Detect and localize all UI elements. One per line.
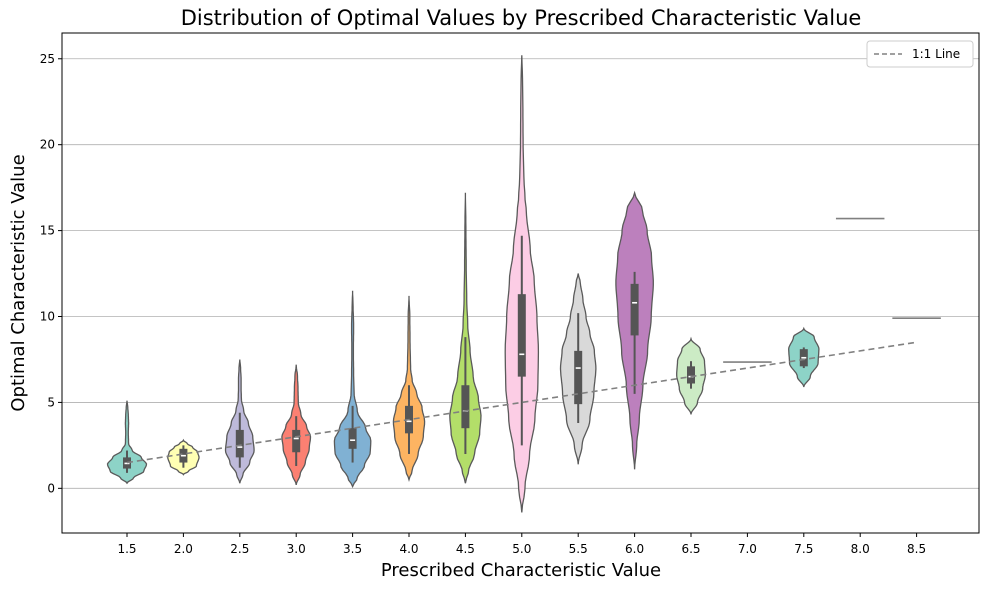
violin-iqr-box — [292, 429, 301, 453]
violin-iqr-box — [348, 428, 357, 449]
y-axis-ticks: 0 5 10 15 20 25 — [40, 52, 62, 495]
violin-iqr-box — [517, 294, 526, 377]
x-axis-label: Prescribed Characteristic Value — [381, 560, 661, 581]
violin-5.5 — [559, 273, 597, 465]
legend: 1:1 Line — [866, 40, 974, 68]
y-axis-label: Optimal Characteristic Value — [8, 154, 29, 411]
x-tick-label: 2.5 — [230, 542, 249, 556]
x-tick-label: 2.0 — [174, 542, 193, 556]
violin-1.5 — [106, 400, 148, 485]
violin-iqr-box — [461, 385, 470, 429]
violin-3.5 — [333, 290, 372, 489]
x-tick-label: 3.0 — [287, 542, 306, 556]
y-tick-label: 15 — [40, 224, 55, 238]
x-tick-label: 8.0 — [851, 542, 870, 556]
x-tick-label: 5.0 — [512, 542, 531, 556]
legend-frame — [866, 40, 974, 68]
x-tick-label: 7.0 — [738, 542, 757, 556]
x-axis-ticks: 1.5 2.0 2.5 3.0 3.5 4.0 4.5 5.0 5.5 6.0 6.5 7.0 7.5 8… — [117, 533, 926, 556]
violin-iqr-box — [630, 283, 639, 336]
plot-area-frame — [61, 32, 980, 534]
one-to-one-reference-line — [126, 341, 917, 464]
x-tick-label: 8.5 — [907, 542, 926, 556]
y-tick-label: 0 — [47, 481, 55, 495]
x-tick-label: 4.5 — [456, 542, 475, 556]
violin-5.0 — [504, 55, 540, 513]
violins-layer — [106, 55, 941, 513]
y-tick-label: 10 — [40, 310, 55, 324]
x-tick-label: 6.0 — [625, 542, 644, 556]
violin-7.5 — [788, 326, 820, 388]
y-tick-label: 20 — [40, 138, 55, 152]
x-tick-label: 4.0 — [399, 542, 418, 556]
reference-line-layer — [126, 341, 917, 464]
violin-2.5 — [224, 359, 255, 484]
y-tick-label: 25 — [40, 52, 55, 66]
violin-2.0 — [167, 438, 200, 476]
chart-title: Distribution of Optimal Values by Prescr… — [181, 6, 862, 30]
x-tick-label: 7.5 — [794, 542, 813, 556]
violin-iqr-box — [574, 350, 583, 405]
violin-iqr-box — [235, 429, 244, 458]
violin-6.0 — [615, 190, 654, 470]
legend-entry-1-1-line: 1:1 Line — [912, 47, 960, 61]
y-tick-label: 5 — [47, 395, 55, 409]
x-tick-label: 3.5 — [343, 542, 362, 556]
violin-body — [333, 290, 372, 489]
violin-iqr-box — [687, 366, 695, 384]
violin-3.0 — [281, 364, 312, 486]
violin-body — [106, 400, 148, 485]
x-tick-label: 1.5 — [117, 542, 136, 556]
x-tick-label: 5.5 — [569, 542, 588, 556]
x-tick-label: 6.5 — [681, 542, 700, 556]
